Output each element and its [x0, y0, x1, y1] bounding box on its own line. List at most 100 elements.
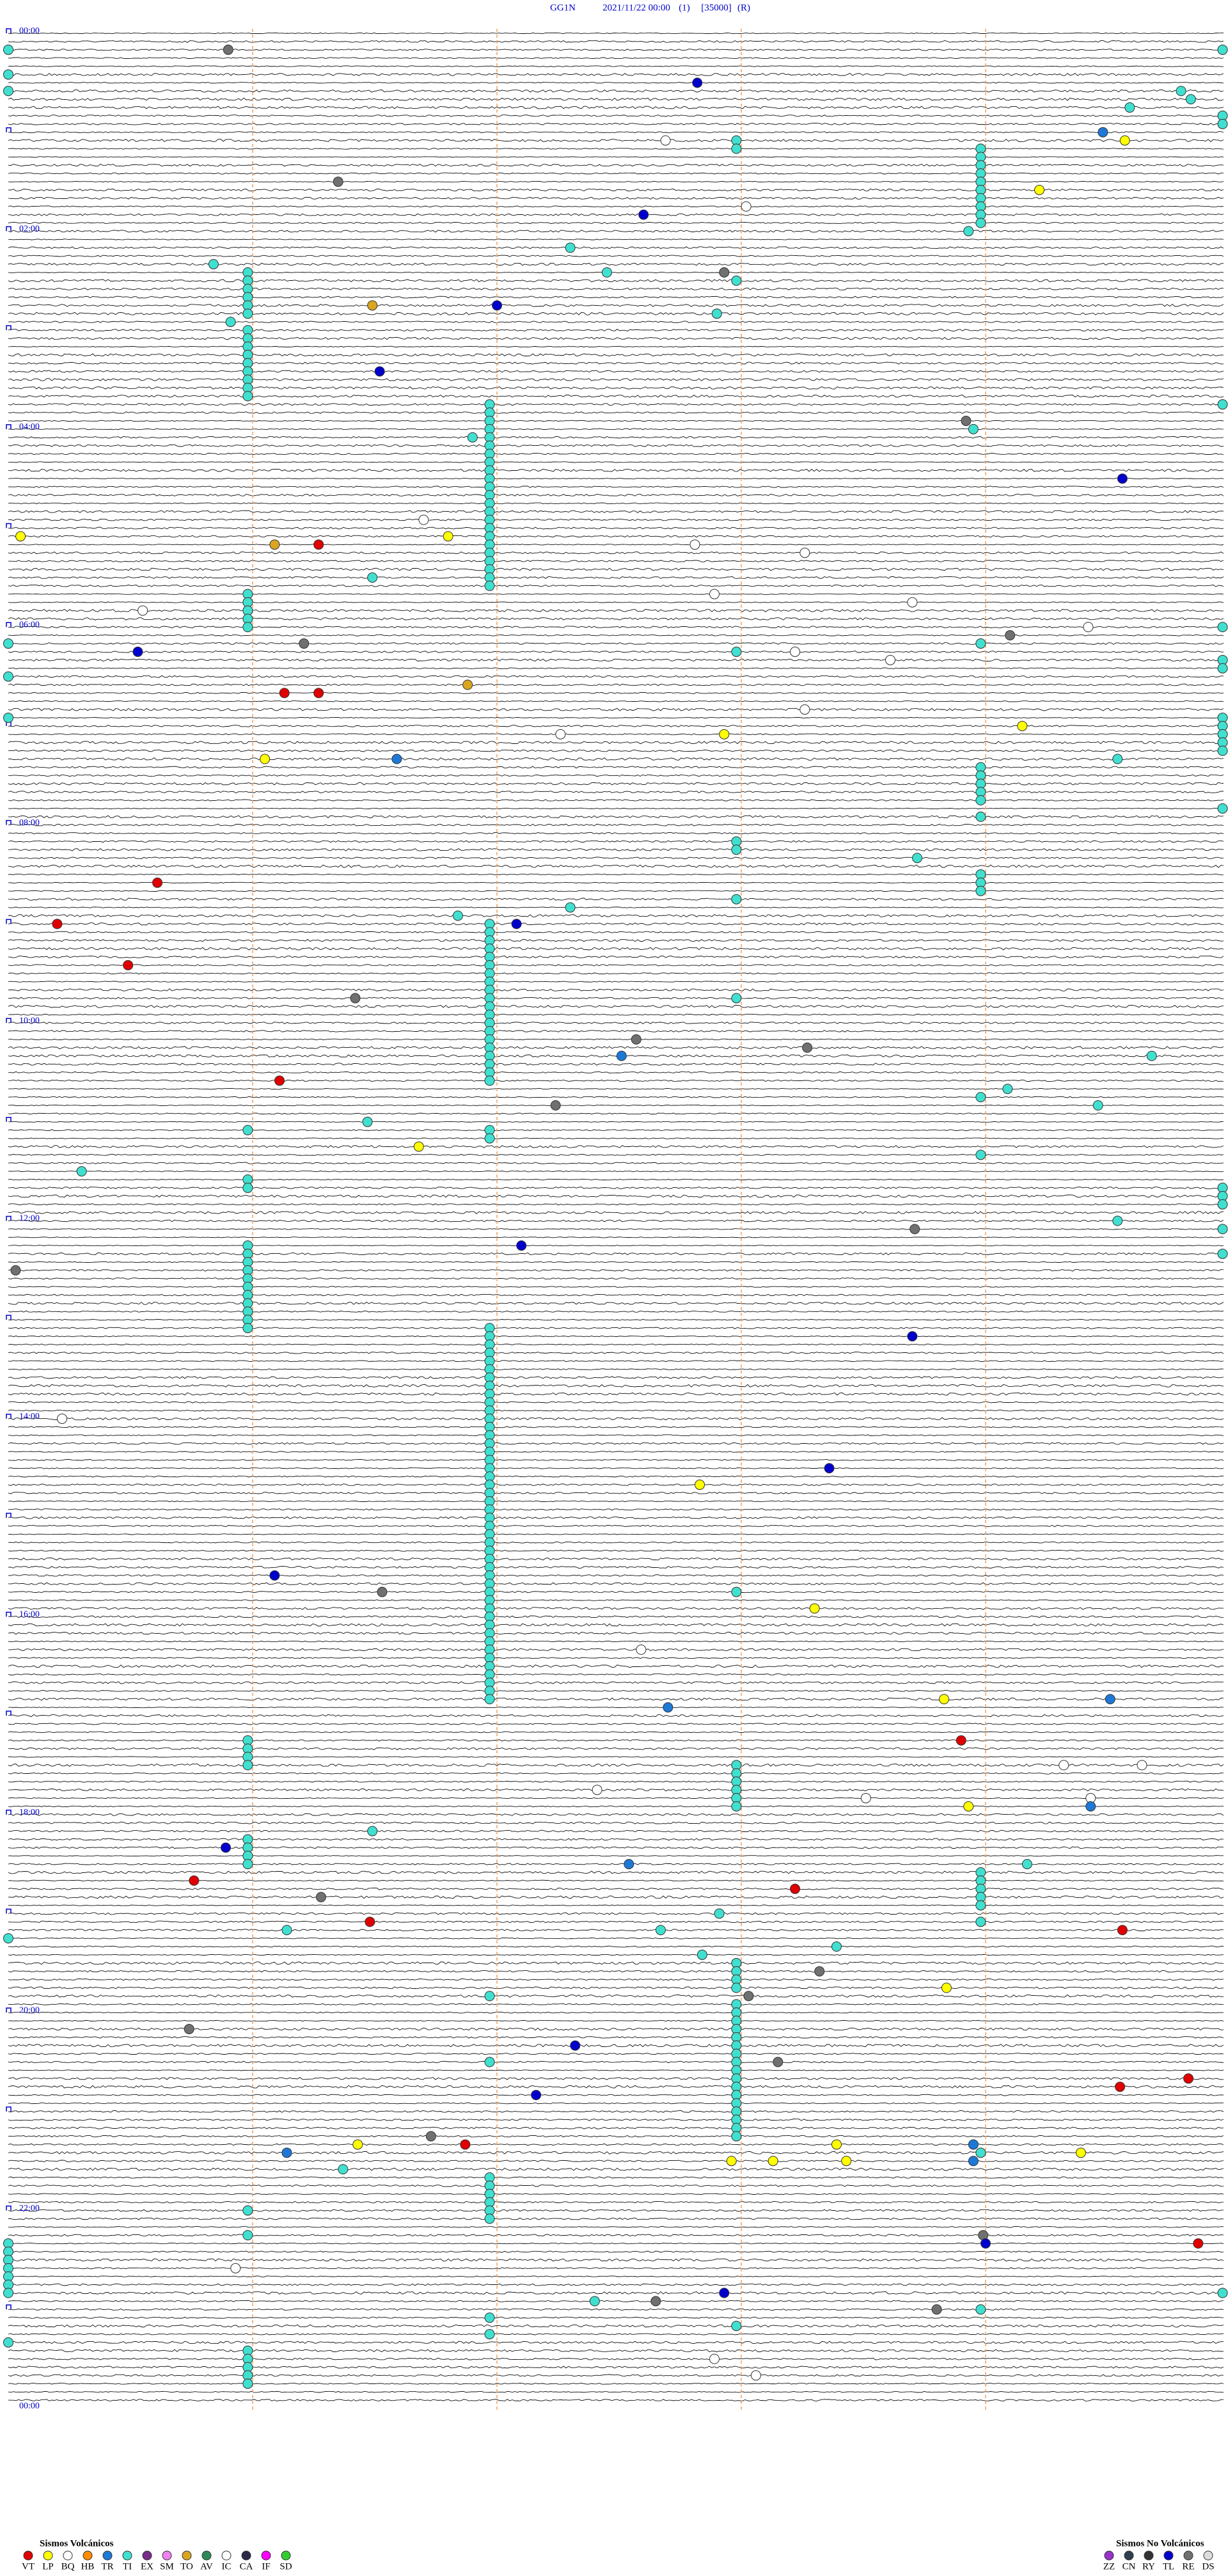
trace — [8, 2357, 1224, 2360]
event — [731, 1801, 742, 1812]
trace — [8, 857, 1224, 860]
trace — [8, 584, 1224, 587]
event — [1098, 127, 1108, 138]
trace — [8, 2300, 1224, 2302]
legend-swatch — [102, 2550, 113, 2561]
events — [3, 44, 1228, 2389]
trace — [8, 2275, 1224, 2277]
legend-swatch — [63, 2550, 73, 2561]
legend: Sismos Volcánicos VT LP BQ HB TR TI EX SM TO AV IC C… — [22, 2538, 1215, 2572]
trace — [8, 1887, 1224, 1890]
hour-marker — [6, 2205, 12, 2211]
trace — [8, 428, 1224, 431]
trace — [8, 230, 1224, 233]
time-label: 14:00 — [19, 1412, 40, 1421]
event — [3, 2288, 13, 2298]
trace — [8, 1170, 1224, 1173]
trace — [8, 2349, 1224, 2353]
hour-marker — [6, 325, 12, 331]
trace — [8, 1335, 1224, 1338]
legend-swatch — [241, 2550, 251, 2561]
event — [1217, 803, 1228, 814]
event — [975, 885, 986, 896]
trace — [8, 1352, 1224, 1354]
trace — [8, 2267, 1224, 2270]
trace — [8, 1327, 1224, 1329]
trace — [8, 2110, 1224, 2113]
trace — [8, 601, 1224, 603]
trace — [8, 2085, 1224, 2089]
trace — [8, 255, 1224, 257]
legend-code: TR — [101, 2561, 113, 2572]
event — [1146, 1050, 1157, 1061]
event — [660, 135, 671, 146]
legend-code: BQ — [61, 2561, 75, 2572]
event — [824, 1463, 835, 1474]
event — [230, 2263, 241, 2273]
hour-marker — [6, 1018, 12, 1023]
event — [484, 2213, 495, 2224]
legend-swatch — [1144, 2550, 1154, 2561]
event — [592, 1785, 602, 1796]
trace — [8, 188, 1224, 192]
trace — [8, 848, 1224, 851]
trace — [8, 1657, 1224, 1659]
trace — [8, 1912, 1224, 1915]
trace — [8, 1046, 1224, 1050]
trace — [8, 1879, 1224, 1882]
hour-marker — [6, 819, 12, 825]
event — [242, 622, 253, 633]
event — [460, 2139, 471, 2150]
event — [1085, 1801, 1096, 1812]
event — [655, 1925, 666, 1936]
event — [3, 69, 13, 80]
trace — [8, 1219, 1224, 1222]
event — [565, 902, 576, 913]
trace — [8, 725, 1224, 727]
trace — [8, 1664, 1224, 1668]
event — [695, 1480, 705, 1490]
event — [462, 679, 473, 690]
event — [731, 2131, 742, 2142]
trace — [8, 1599, 1224, 1601]
event — [242, 1859, 253, 1870]
legend-code: TO — [180, 2561, 193, 2572]
event — [269, 539, 280, 550]
trace — [8, 1475, 1224, 1478]
hour-marker — [6, 2106, 12, 2112]
event — [260, 754, 271, 764]
event — [350, 993, 361, 1004]
trace — [8, 172, 1224, 175]
trace — [8, 1079, 1224, 1082]
event — [484, 2057, 495, 2067]
hour-marker — [6, 1810, 12, 1815]
event — [860, 1792, 871, 1803]
event — [1105, 1694, 1115, 1705]
hour-marker — [6, 622, 12, 628]
time-label: 00:00 — [19, 26, 40, 36]
trace — [8, 1022, 1224, 1025]
trace — [8, 1178, 1224, 1181]
event — [719, 267, 730, 278]
event — [443, 531, 453, 542]
trace — [8, 1689, 1224, 1692]
event — [750, 2370, 761, 2381]
trace — [8, 1492, 1224, 1494]
trace — [8, 1524, 1224, 1528]
trace — [8, 1261, 1224, 1263]
event — [711, 308, 722, 319]
trace — [8, 1788, 1224, 1792]
trace — [8, 65, 1224, 67]
trace — [8, 1591, 1224, 1593]
event — [281, 2147, 292, 2158]
trace — [8, 791, 1224, 794]
trace — [8, 304, 1224, 307]
trace — [8, 691, 1224, 694]
station: GG1N — [550, 3, 576, 13]
event — [367, 572, 378, 583]
trace — [8, 807, 1224, 809]
trace — [8, 2077, 1224, 2080]
event — [975, 1150, 986, 1160]
trace — [8, 2185, 1224, 2187]
legend-swatch — [142, 2550, 152, 2561]
